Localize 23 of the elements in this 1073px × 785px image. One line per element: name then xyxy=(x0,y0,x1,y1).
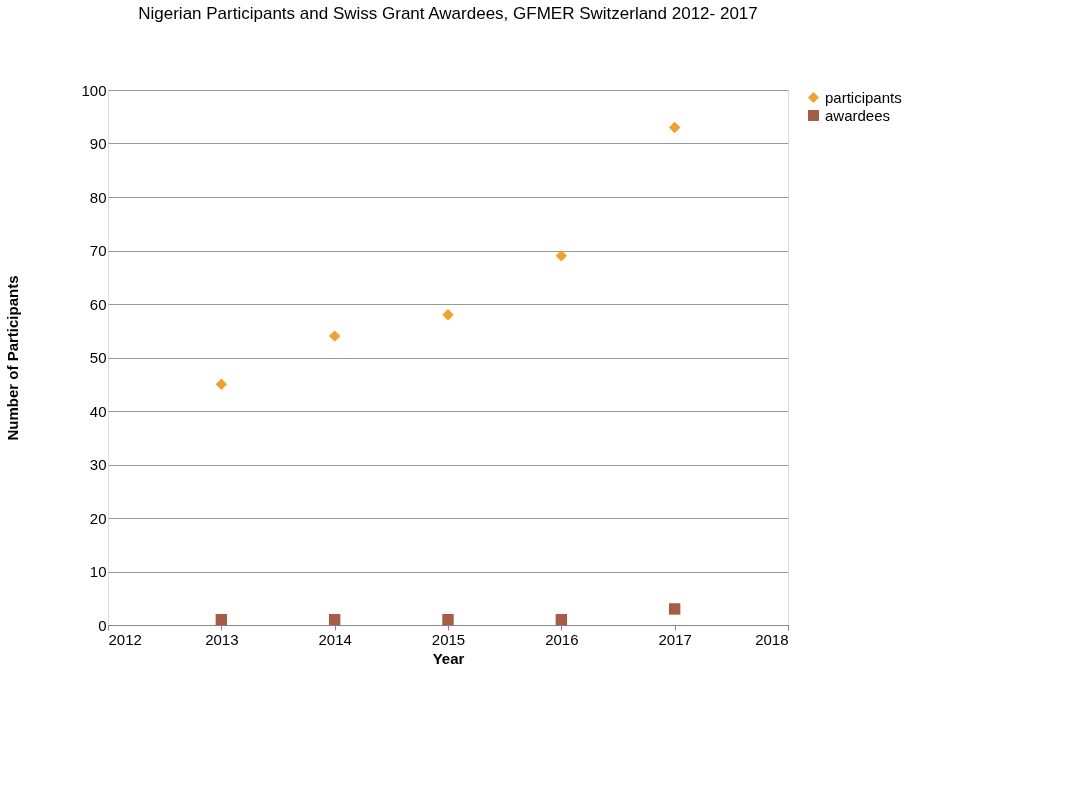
y-tick-label: 20 xyxy=(89,509,107,527)
y-tick-label: 80 xyxy=(89,188,107,206)
y-tick-label: 40 xyxy=(89,402,107,420)
legend-label: awardees xyxy=(825,106,891,124)
x-tick-label: 2015 xyxy=(431,630,466,648)
y-tick-label: 100 xyxy=(81,81,107,99)
x-tick-label: 2016 xyxy=(545,630,579,648)
x-tick-label: 2018 xyxy=(755,630,789,648)
x-tick-label: 2012 xyxy=(108,630,142,648)
y-tick-label: 60 xyxy=(89,295,107,313)
chart-title: Nigerian Participants and Swiss Grant Awardees, GFMER Switzerland 2012- 2017 xyxy=(138,4,758,23)
y-tick-label: 0 xyxy=(98,616,107,634)
y-tick-label: 50 xyxy=(89,349,107,366)
x-axis-title: Year xyxy=(432,649,465,667)
y-tick-label: 30 xyxy=(89,456,107,473)
y-tick-label: 90 xyxy=(89,135,107,152)
y-tick-label: 10 xyxy=(89,563,107,580)
y-tick-label: 70 xyxy=(89,242,107,259)
y-axis-title: Number of Participants xyxy=(4,275,22,441)
legend-label: participants xyxy=(825,88,902,106)
x-tick-label: 2013 xyxy=(205,630,239,648)
x-tick-label: 2014 xyxy=(318,630,352,648)
x-tick-label: 2017 xyxy=(658,630,692,648)
